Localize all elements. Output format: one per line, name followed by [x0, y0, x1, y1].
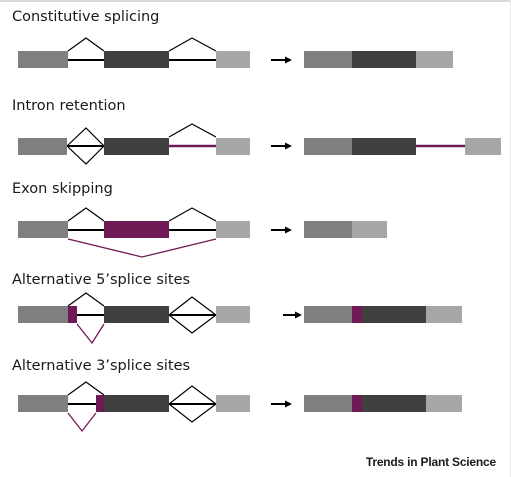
splice-junction-1 [68, 293, 104, 306]
mature-mrna-alt-5 [304, 306, 462, 323]
alt-5-extension [352, 306, 362, 323]
mature-mrna-alt-3 [304, 395, 462, 412]
alt-3-extension [352, 395, 362, 412]
exon-3 [216, 395, 250, 412]
exon-1 [18, 221, 68, 238]
exon-3 [216, 138, 250, 155]
panel-alt-3-splice-sites [18, 382, 462, 431]
pre-mrna-alt-3 [18, 382, 250, 431]
exon-1 [18, 306, 68, 323]
exon-3 [216, 221, 250, 238]
splice-junction-1 [68, 382, 104, 395]
exon-2 [104, 138, 169, 155]
journal-credit: Trends in Plant Science [366, 455, 496, 469]
pre-mrna-intron-retention [18, 124, 250, 164]
exon-2 [352, 138, 416, 155]
exon-1 [18, 51, 68, 68]
exon-1 [18, 138, 67, 155]
exon-3 [352, 221, 387, 238]
exon-3 [216, 306, 250, 323]
exon-3 [465, 138, 501, 155]
exon-2 [104, 51, 169, 68]
alt-5-junction [77, 324, 104, 343]
mature-mrna-constitutive [304, 51, 453, 68]
exon-2 [362, 395, 426, 412]
skipped-exon [104, 221, 169, 238]
skipping-junction [68, 239, 216, 257]
exon-3 [426, 395, 462, 412]
exon-1 [304, 51, 352, 68]
panel-intron-retention [18, 124, 501, 164]
pre-mrna-exon-skipping [18, 208, 250, 257]
exon-1 [304, 138, 352, 155]
panel-constitutive-splicing [18, 38, 453, 68]
mature-mrna-intron-retention [304, 138, 501, 155]
exon-1 [18, 395, 68, 412]
alt-3-extension [96, 395, 104, 412]
splice-junction-2 [169, 208, 216, 221]
pre-mrna-alt-5 [18, 293, 250, 343]
exon-1 [304, 221, 352, 238]
splice-junction-2 [169, 38, 216, 51]
exon-2 [362, 306, 426, 323]
exon-2 [104, 395, 169, 412]
alt-3-junction [68, 413, 96, 431]
exon-3 [216, 51, 250, 68]
splice-junction-2 [169, 124, 216, 137]
exon-2 [104, 306, 169, 323]
exon-1 [304, 395, 352, 412]
exon-3 [426, 306, 462, 323]
exon-2 [352, 51, 416, 68]
panel-alt-5-splice-sites [18, 293, 462, 343]
exon-1 [304, 306, 352, 323]
exon-3 [416, 51, 453, 68]
splice-junction-1 [68, 38, 104, 51]
alt-5-extension [68, 306, 77, 323]
splice-junction-1 [68, 208, 104, 221]
panel-exon-skipping [18, 208, 387, 257]
pre-mrna-constitutive [18, 38, 250, 68]
mature-mrna-exon-skipping [304, 221, 387, 238]
